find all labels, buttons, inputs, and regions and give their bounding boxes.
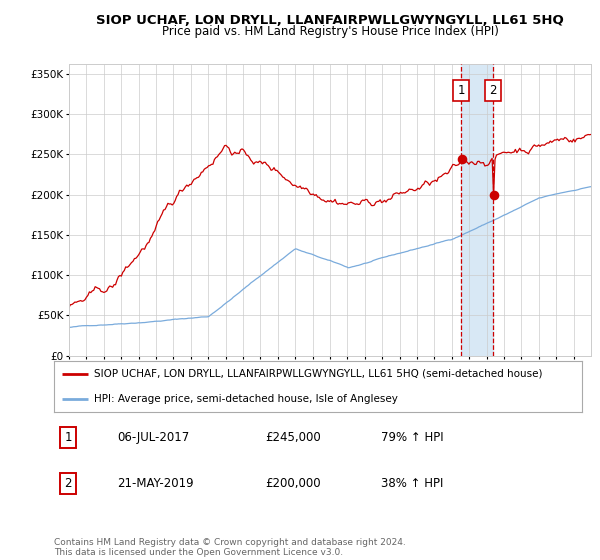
Text: 2: 2 [490,83,497,97]
Point [489,190,499,199]
Text: 38% ↑ HPI: 38% ↑ HPI [382,477,444,490]
Text: Price paid vs. HM Land Registry's House Price Index (HPI): Price paid vs. HM Land Registry's House … [161,25,499,38]
Text: SIOP UCHAF, LON DRYLL, LLANFAIRPWLLGWYNGYLL, LL61 5HQ: SIOP UCHAF, LON DRYLL, LLANFAIRPWLLGWYNG… [96,14,564,27]
Text: £245,000: £245,000 [265,431,321,444]
Text: 79% ↑ HPI: 79% ↑ HPI [382,431,444,444]
Text: Contains HM Land Registry data © Crown copyright and database right 2024.
This d: Contains HM Land Registry data © Crown c… [54,538,406,557]
Text: 21-MAY-2019: 21-MAY-2019 [118,477,194,490]
Text: 1: 1 [457,83,465,97]
Point [457,154,466,163]
Text: HPI: Average price, semi-detached house, Isle of Anglesey: HPI: Average price, semi-detached house,… [94,394,397,404]
Text: £200,000: £200,000 [265,477,321,490]
Text: SIOP UCHAF, LON DRYLL, LLANFAIRPWLLGWYNGYLL, LL61 5HQ (semi-detached house): SIOP UCHAF, LON DRYLL, LLANFAIRPWLLGWYNG… [94,369,542,379]
Text: 06-JUL-2017: 06-JUL-2017 [118,431,190,444]
Bar [461,64,493,356]
Text: 1: 1 [65,431,72,444]
Text: 2: 2 [65,477,72,490]
